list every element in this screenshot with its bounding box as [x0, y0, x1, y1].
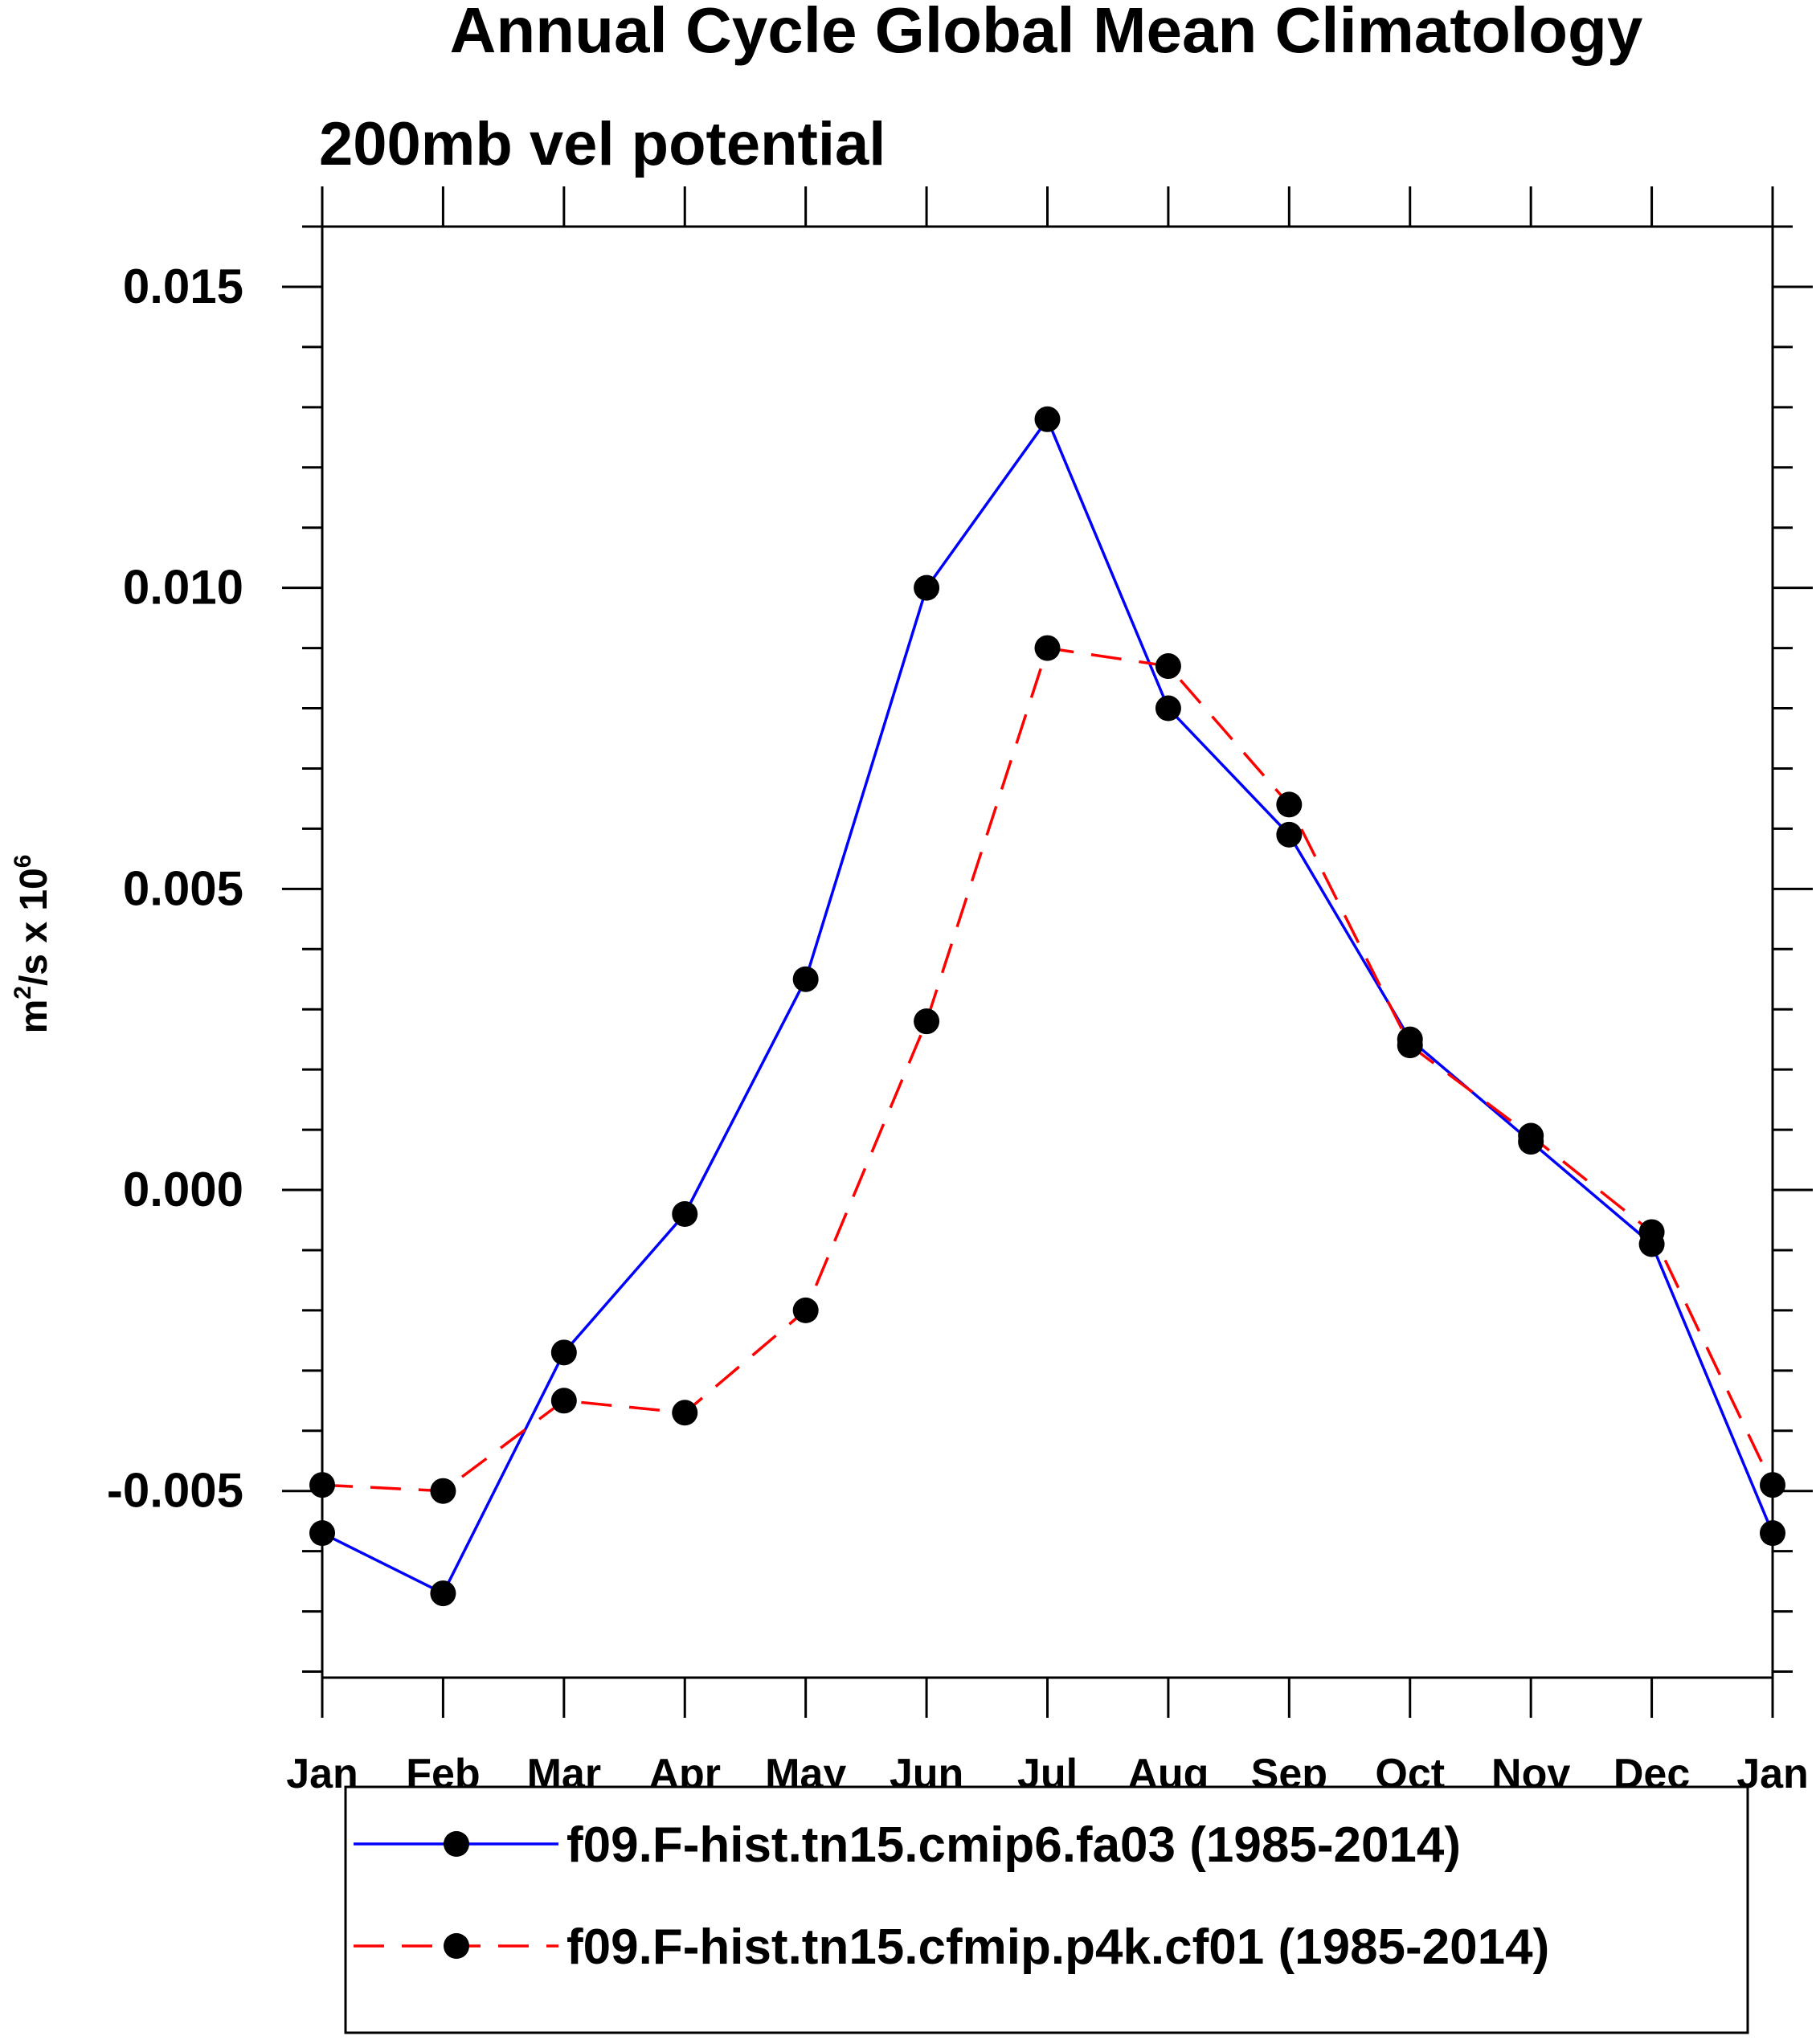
- series-2-point: [914, 1008, 940, 1035]
- series-layer: [309, 406, 1785, 1607]
- chart-subtitle: 200mb vel potential: [319, 110, 886, 178]
- legend-marker-2: [444, 1933, 469, 1959]
- legend-items: f09.F-hist.tn15.cmip6.fa03 (1985-2014) f0…: [354, 1817, 1549, 1975]
- series-2-point: [1155, 653, 1181, 680]
- series-1-point: [1155, 695, 1181, 722]
- series-2-point: [550, 1388, 577, 1414]
- series-2-point: [1638, 1219, 1665, 1245]
- legend-label-2: f09.F-hist.tn15.cfmip.p4k.cf01 (1985-201…: [566, 1919, 1549, 1975]
- series-2-point: [1518, 1122, 1544, 1149]
- series-2-point: [309, 1472, 335, 1498]
- series-1-point: [309, 1520, 335, 1547]
- series-2-point: [1276, 791, 1303, 818]
- series-2-point: [672, 1400, 698, 1426]
- y-ticks: -0.005 0.000 0.005 0.010 0.015: [107, 225, 1813, 1674]
- series-1-point: [1034, 406, 1061, 432]
- series-2-point: [1760, 1472, 1785, 1498]
- y-tick-label: 0.010: [123, 561, 243, 615]
- series-1-point: [792, 966, 819, 992]
- y-axis-label: m2/s x 106: [10, 855, 55, 1034]
- y-tick-label: 0.000: [123, 1163, 243, 1216]
- series-line-2: [321, 646, 1774, 1493]
- y-tick-label: -0.005: [107, 1464, 243, 1518]
- series-2-point: [1397, 1032, 1423, 1059]
- series-2-point: [792, 1297, 819, 1323]
- chart-title: Annual Cycle Global Mean Climatology: [450, 0, 1643, 66]
- y-axis-label-base: m: [13, 1000, 55, 1034]
- series-2-point: [1034, 635, 1061, 661]
- y-tick-label: 0.005: [123, 861, 243, 915]
- legend-label-1: f09.F-hist.tn15.cmip6.fa03 (1985-2014): [566, 1817, 1461, 1873]
- series-1-point: [1760, 1520, 1785, 1547]
- series-1-point: [672, 1200, 698, 1227]
- y-axis-label-sup2: 6: [10, 855, 36, 869]
- series-1-point: [550, 1339, 577, 1366]
- plot-frame: [321, 225, 1774, 1679]
- legend-box: [344, 1785, 1749, 2034]
- legend-marker-1: [444, 1831, 469, 1857]
- series-1-point: [430, 1580, 456, 1607]
- y-axis-label-mid: /s x 10: [13, 868, 55, 986]
- series-1-point: [1276, 821, 1303, 848]
- y-tick-label: 0.015: [123, 260, 243, 313]
- y-axis-label-sup1: 2: [10, 986, 36, 1000]
- series-2-point: [430, 1478, 456, 1504]
- series-1-point: [914, 574, 940, 601]
